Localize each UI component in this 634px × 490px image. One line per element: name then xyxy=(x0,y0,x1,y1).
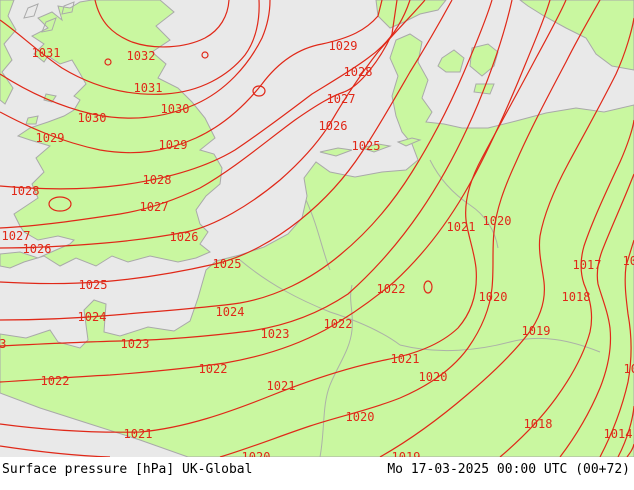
land-sweden xyxy=(519,0,634,71)
island-zealand xyxy=(469,43,499,77)
land-continent xyxy=(0,33,634,457)
isobar-1030 xyxy=(0,0,271,119)
pressure-map-canvas xyxy=(0,0,634,457)
isobar-1032 xyxy=(94,0,230,48)
isobar-1023 xyxy=(0,0,513,347)
isobar-closed-cell-1 xyxy=(48,196,72,212)
isobar-1020 xyxy=(219,0,601,457)
island-wadden-2 xyxy=(360,143,392,153)
isobar-1029 xyxy=(0,0,383,154)
isobar-1019 xyxy=(379,17,634,457)
hebrides-outline-2 xyxy=(41,17,57,33)
hebrides-outline-3 xyxy=(61,1,75,15)
footer-bar: Surface pressure [hPa] UK-Global Mo 17-0… xyxy=(0,457,634,490)
island-funen xyxy=(437,49,465,73)
isobar-closed-cell-5 xyxy=(104,58,112,66)
isobar-1020-west xyxy=(0,445,111,457)
isobar-closed-cell-3 xyxy=(423,280,433,294)
land-layer xyxy=(0,0,634,457)
isobar-1024 xyxy=(0,0,493,321)
isobar-closed-cell-2 xyxy=(252,85,266,97)
isobar-1027 xyxy=(0,0,398,229)
land-great-britain xyxy=(0,0,223,269)
isobar-1026 xyxy=(0,0,426,249)
isobar-1016 xyxy=(599,239,634,457)
isobar-1021 xyxy=(0,0,567,433)
footer-valid-time-label: Mo 17-03-2025 00:00 UTC (00+72) xyxy=(387,462,630,477)
isobar-1025 xyxy=(0,0,453,285)
isobar-layer xyxy=(0,0,634,457)
isobar-1017 xyxy=(559,173,634,457)
isobar-1031 xyxy=(0,0,260,95)
isobar-1018 xyxy=(499,119,634,457)
border-france-belgium xyxy=(239,259,401,346)
land-ireland xyxy=(0,0,17,105)
island-anglesey xyxy=(25,115,39,125)
island-wadden-1 xyxy=(319,147,353,157)
footer-parameter-label: Surface pressure [hPa] UK-Global xyxy=(2,462,253,477)
isobar-1028 xyxy=(0,0,411,190)
map-area: 1031 1032 1031 1030 1030 1029 1029 1029 1028 1027… xyxy=(0,0,634,457)
isobar-closed-cell-4 xyxy=(201,51,209,59)
island-wadden-3 xyxy=(396,137,422,147)
isobar-1022 xyxy=(0,0,551,383)
border-germany-south xyxy=(399,337,601,353)
hebrides-outline-1 xyxy=(23,3,39,19)
